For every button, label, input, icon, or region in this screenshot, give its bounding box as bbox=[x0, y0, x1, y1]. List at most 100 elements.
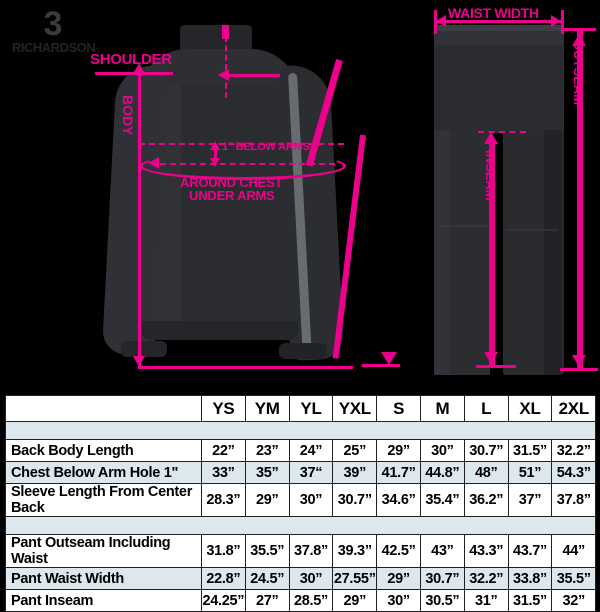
table-row: Back Body Length 22” 23” 24” 25” 29” 30” 30.7” 3… bbox=[5, 439, 597, 462]
measurement-value: 31” bbox=[463, 589, 509, 612]
below-arms-arrow-head-bottom bbox=[210, 158, 220, 167]
measurement-value: 29” bbox=[376, 439, 421, 462]
pants-left-leg-shading bbox=[434, 130, 450, 375]
waist-width-arrow-line bbox=[434, 20, 564, 23]
pants-right-knee-seam bbox=[506, 229, 558, 231]
body-length-arrow-head-bottom bbox=[133, 356, 145, 367]
sleeve-length-base-tick bbox=[362, 364, 400, 367]
measurement-label: Pant Outseam Including Waist bbox=[5, 534, 202, 568]
size-table-body: Back Body Length 22” 23” 24” 25” 29” 30” 30.7” 3… bbox=[4, 421, 597, 612]
measurement-value: 31.8” bbox=[201, 534, 246, 568]
measurement-value: 27.55” bbox=[332, 567, 378, 590]
size-header-s: S bbox=[376, 395, 421, 422]
sleeve-length-arrow-head bbox=[381, 352, 397, 365]
inseam-arrow-head-top bbox=[484, 132, 498, 144]
table-spacer-row bbox=[4, 516, 597, 535]
measurement-value: 35.5” bbox=[551, 567, 597, 590]
measurement-value: 54.3” bbox=[551, 461, 597, 484]
table-spacer-cell bbox=[4, 421, 597, 440]
shoulder-arrow-head bbox=[218, 69, 229, 81]
measurement-value: 32.2” bbox=[551, 439, 597, 462]
size-header-yl: YL bbox=[288, 395, 334, 422]
chest-upper-dashed-line bbox=[139, 143, 344, 145]
inseam-label: INSEAM bbox=[483, 150, 498, 201]
measurement-value: 29” bbox=[332, 589, 378, 612]
measurement-value: 30” bbox=[376, 589, 421, 612]
table-row: Pant Waist Width 22.8” 24.5” 30” 27.55” 29” 30… bbox=[5, 567, 597, 590]
measurement-value: 39” bbox=[332, 461, 378, 484]
measurement-value: 30.7” bbox=[419, 567, 465, 590]
size-header-ym: YM bbox=[244, 395, 290, 422]
measurement-label: Pant Waist Width bbox=[5, 567, 202, 590]
below-arms-arrow-line bbox=[214, 147, 217, 164]
body-length-arrow-line bbox=[138, 72, 141, 367]
measurement-value: 22” bbox=[201, 439, 246, 462]
measurement-value: 30” bbox=[288, 567, 334, 590]
below-arms-label: 1" BELOW ARMS bbox=[222, 141, 310, 153]
measurement-value: 23” bbox=[244, 439, 290, 462]
pants-illustration bbox=[424, 25, 574, 375]
logo-mark: 3 bbox=[43, 5, 63, 43]
waist-width-arrow-head-left bbox=[436, 15, 446, 27]
pants-right-leg-shading bbox=[544, 130, 562, 375]
outseam-arrow-line bbox=[577, 30, 583, 370]
size-header-m: M bbox=[419, 395, 465, 422]
brand-logo: 3 RICHARDSON bbox=[12, 5, 96, 58]
measurement-value: 30” bbox=[288, 483, 334, 517]
jacket-left-cuff bbox=[121, 341, 167, 357]
garment-diagram-area: 3 RICHARDSON bbox=[12, 5, 598, 375]
measurement-value: 29” bbox=[244, 483, 290, 517]
measurement-value: 35.5” bbox=[244, 534, 290, 568]
outseam-top-cap bbox=[562, 28, 596, 31]
measurement-value: 27” bbox=[244, 589, 290, 612]
around-chest-label-line1: AROUND CHEST bbox=[180, 175, 283, 190]
measurement-value: 35.4” bbox=[419, 483, 465, 517]
jacket-hem-baseline bbox=[138, 366, 353, 369]
table-header-row: YS YM YL YXL S M L XL 2XL bbox=[5, 395, 597, 422]
measurement-value: 24.25” bbox=[201, 589, 246, 612]
measurement-value: 30.7” bbox=[463, 439, 509, 462]
measurement-label: Sleeve Length From Center Back bbox=[5, 483, 202, 517]
measurement-value: 41.7” bbox=[376, 461, 421, 484]
measurement-value: 51” bbox=[507, 461, 553, 484]
measurement-value: 31.5” bbox=[507, 589, 553, 612]
measurement-value: 32.2” bbox=[463, 567, 509, 590]
size-header-yxl: YXL bbox=[332, 395, 378, 422]
measurement-value: 30.5” bbox=[419, 589, 465, 612]
table-row: Pant Inseam 24.25” 27” 28.5” 29” 30” 30.5” 31” 3… bbox=[5, 589, 597, 612]
around-chest-label-line2: UNDER ARMS bbox=[189, 188, 275, 203]
measurement-value: 37” bbox=[507, 483, 553, 517]
below-arms-arrow-head-top bbox=[210, 141, 220, 150]
table-corner-cell bbox=[5, 395, 202, 422]
measurement-value: 29” bbox=[376, 567, 421, 590]
measurement-value: 43.7” bbox=[507, 534, 553, 568]
measurement-label: Chest Below Arm Hole 1" bbox=[5, 461, 202, 484]
measurement-value: 37“ bbox=[288, 461, 334, 484]
measurement-value: 30” bbox=[419, 439, 465, 462]
measurement-value: 39.3” bbox=[332, 534, 378, 568]
inseam-bottom-cap bbox=[476, 365, 516, 368]
measurement-value: 36.2” bbox=[463, 483, 509, 517]
measurement-value: 43” bbox=[419, 534, 465, 568]
jacket-hem bbox=[141, 321, 298, 340]
measurement-value: 37.8” bbox=[288, 534, 334, 568]
measurement-label: Pant Inseam bbox=[5, 589, 202, 612]
measurement-label: Back Body Length bbox=[5, 439, 202, 462]
waist-width-label: WAIST WIDTH bbox=[448, 5, 539, 21]
measurement-value: 35” bbox=[244, 461, 290, 484]
body-length-arrow-head-top bbox=[133, 63, 145, 74]
measurement-value: 25” bbox=[332, 439, 378, 462]
measurement-value: 30.7” bbox=[332, 483, 378, 517]
measurement-value: 24.5” bbox=[244, 567, 290, 590]
jacket-illustration bbox=[101, 25, 375, 375]
pants-left-knee-seam bbox=[440, 225, 488, 227]
size-header-ys: YS bbox=[201, 395, 246, 422]
size-header-l: L bbox=[463, 395, 509, 422]
measurement-value: 32” bbox=[551, 589, 597, 612]
table-spacer-row bbox=[4, 421, 597, 440]
pants-hips bbox=[434, 45, 564, 140]
inseam-arrow-head-bottom bbox=[484, 352, 498, 364]
table-spacer-cell bbox=[4, 516, 597, 535]
jacket-center-top-tick bbox=[222, 25, 229, 39]
measurement-value: 44” bbox=[551, 534, 597, 568]
